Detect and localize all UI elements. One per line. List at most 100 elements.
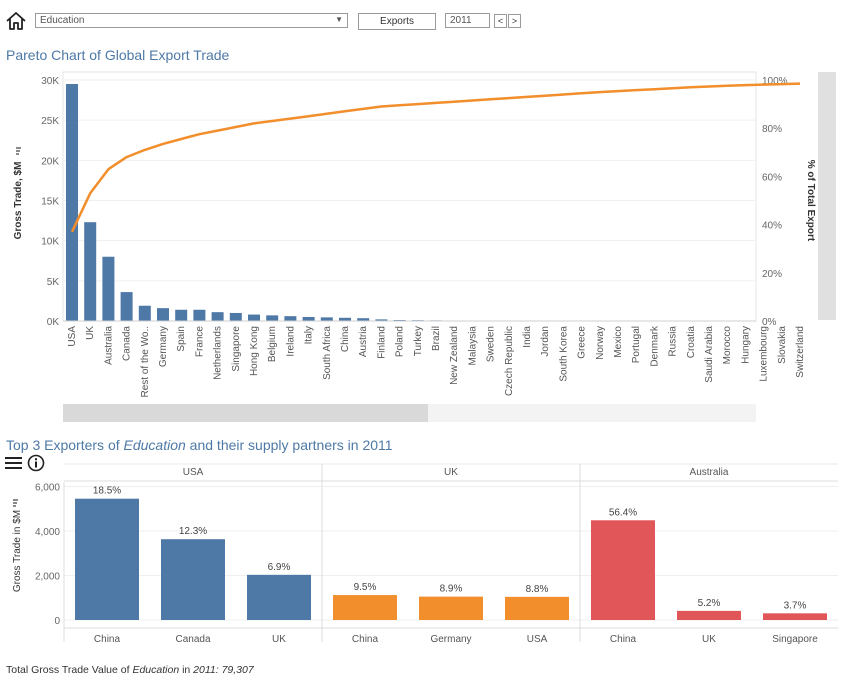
y2-tick-label: 40% xyxy=(762,221,782,232)
x-tick-label: China xyxy=(94,634,121,645)
bar xyxy=(284,316,297,321)
y2-tick-label: 20% xyxy=(762,269,782,280)
footer-total: 2011: 79,307 xyxy=(193,664,254,676)
sort-icon xyxy=(13,499,18,507)
y-tick-label: 15K xyxy=(41,197,59,208)
y-tick-label: 0 xyxy=(54,616,60,627)
x-tick-label: Luxembourg xyxy=(759,326,770,382)
x-tick-label: USA xyxy=(67,326,78,347)
exports-button[interactable]: Exports xyxy=(358,13,436,30)
dropdown-arrow-icon: ▼ xyxy=(335,15,343,24)
top3-title-post: and their supply partners in 2011 xyxy=(185,437,393,453)
bar xyxy=(339,317,351,321)
panel-header-label: Australia xyxy=(690,467,729,478)
x-tick-label: France xyxy=(194,326,205,358)
x-tick-label: Hong Kong xyxy=(249,326,260,376)
bar xyxy=(193,309,206,321)
x-tick-label: Denmark xyxy=(649,325,660,367)
data-label: 56.4% xyxy=(609,507,637,518)
x-tick-label: South Africa xyxy=(322,326,333,380)
top3-title-pre: Top 3 Exporters of xyxy=(6,437,124,453)
y2-tick-label: 60% xyxy=(762,172,782,183)
x-tick-label: Norway xyxy=(595,326,606,360)
x-tick-label: Belgium xyxy=(267,326,278,362)
bar xyxy=(375,319,388,321)
bar xyxy=(302,316,315,321)
footer-pre: Total Gross Trade Value of xyxy=(6,664,133,676)
x-tick-label: Hungary xyxy=(740,326,751,364)
y2-tick-label: 100% xyxy=(762,76,788,87)
cumulative-percent-line xyxy=(70,82,801,233)
bar xyxy=(357,318,370,321)
x-tick-label: Poland xyxy=(395,326,406,357)
bar xyxy=(66,84,78,321)
horizontal-scrollbar-thumb[interactable] xyxy=(63,404,428,422)
y-tick-label: 0K xyxy=(47,317,60,328)
x-tick-label: Italy xyxy=(304,326,315,344)
bar xyxy=(161,539,225,620)
bar xyxy=(763,613,827,620)
x-tick-label: Turkey xyxy=(413,326,424,356)
x-tick-label: China xyxy=(352,634,379,645)
plot-frame xyxy=(62,71,757,322)
x-tick-label: Morocco xyxy=(722,326,733,365)
x-tick-label: Saudi Arabia xyxy=(704,326,715,383)
data-label: 18.5% xyxy=(93,486,121,497)
data-label: 12.3% xyxy=(179,526,207,537)
x-tick-label: Canada xyxy=(175,634,210,645)
x-tick-label: Mexico xyxy=(613,326,624,358)
sort-icon xyxy=(16,147,21,155)
footer-sector: Education xyxy=(132,664,180,676)
x-tick-label: Singapore xyxy=(772,634,818,645)
footer-mid: in xyxy=(179,664,194,676)
bar xyxy=(211,312,224,321)
data-label: 5.2% xyxy=(698,598,721,609)
info-icon[interactable] xyxy=(27,454,45,472)
x-tick-label: Ireland xyxy=(285,326,296,357)
x-tick-label: Spain xyxy=(176,326,187,352)
x-tick-label: Switzerland xyxy=(795,326,806,378)
x-tick-label: Australia xyxy=(103,326,114,365)
y-tick-label: 10K xyxy=(41,237,59,248)
pareto-title: Pareto Chart of Global Export Trade xyxy=(6,47,230,63)
bar xyxy=(591,520,655,620)
top3-title-sector: Education xyxy=(123,437,186,453)
bar xyxy=(75,498,139,620)
y-tick-label: 4,000 xyxy=(35,527,60,538)
x-tick-label: India xyxy=(522,326,533,348)
y-tick-label: 20K xyxy=(41,156,59,167)
data-label: 9.5% xyxy=(354,582,377,593)
x-tick-label: Brazil xyxy=(431,326,442,351)
y-tick-label: 5K xyxy=(47,277,60,288)
x-tick-label: Croatia xyxy=(686,326,697,359)
y-tick-label: 2,000 xyxy=(35,571,60,582)
year-value: 2011 xyxy=(450,15,472,26)
x-tick-label: Sweden xyxy=(486,326,497,362)
x-tick-label: China xyxy=(610,634,637,645)
x-tick-label: Rest of the Wo.. xyxy=(140,326,151,398)
bar xyxy=(138,305,151,321)
total-trade-footer: Total Gross Trade Value of Education in … xyxy=(6,664,254,676)
bar xyxy=(157,308,169,321)
menu-icon[interactable] xyxy=(4,455,24,471)
x-tick-label: Canada xyxy=(122,326,133,361)
sector-select[interactable]: Education ▼ xyxy=(35,13,348,28)
x-tick-label: UK xyxy=(272,634,286,645)
x-tick-label: Netherlands xyxy=(213,326,224,380)
next-year-button[interactable]: > xyxy=(508,14,521,28)
vertical-scrollbar[interactable] xyxy=(818,72,836,320)
bar xyxy=(677,610,741,620)
prev-year-button[interactable]: < xyxy=(494,14,507,28)
home-icon[interactable] xyxy=(5,11,27,31)
y-tick-label: 25K xyxy=(41,116,59,127)
x-tick-label: Greece xyxy=(577,326,588,359)
bar xyxy=(120,292,133,321)
bar xyxy=(84,222,97,321)
x-tick-label: Singapore xyxy=(231,326,242,372)
x-tick-label: Malaysia xyxy=(467,326,478,366)
year-select[interactable]: 2011 xyxy=(445,13,490,28)
bar xyxy=(175,309,188,321)
x-tick-label: Germany xyxy=(430,634,471,645)
y-tick-label: 30K xyxy=(41,76,59,87)
y-axis-title: Gross Trade in $M xyxy=(12,510,23,592)
